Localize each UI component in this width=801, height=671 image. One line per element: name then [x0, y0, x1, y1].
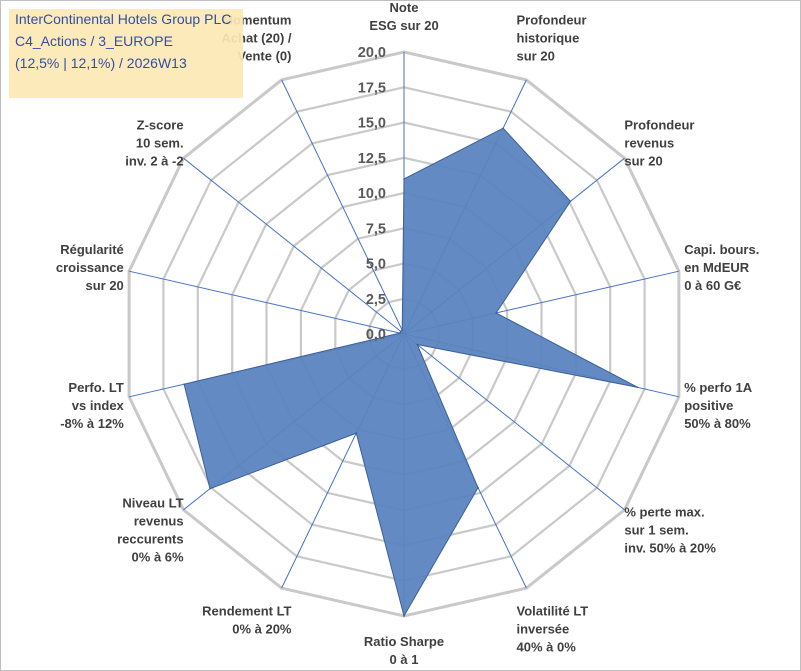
- series-point: [399, 332, 401, 334]
- series-point: [477, 486, 479, 489]
- series-point: [502, 127, 504, 129]
- tick-label: 15,0: [358, 116, 386, 132]
- axis-label: Niveau LT revenus reccurents 0% à 6%: [117, 495, 184, 564]
- axis-label: Régularité croissance sur 20: [56, 242, 124, 293]
- series-area: [183, 127, 638, 618]
- axis-label: Profondeur historique sur 20: [517, 13, 587, 64]
- series-point: [399, 330, 402, 333]
- series-point: [183, 383, 185, 386]
- series-point: [403, 615, 405, 617]
- axis-label: Volatilité LT inversée 40% à 0%: [517, 603, 589, 654]
- series-point: [209, 487, 211, 490]
- series-point: [636, 386, 639, 389]
- axis-label: % perfo 1A positive 50% à 80%: [684, 380, 753, 431]
- chart-title-box: InterContinental Hotels Group PLC C4_Act…: [9, 9, 243, 98]
- axis-spoke: [128, 270, 405, 335]
- axis-label: Ratio Sharpe 0 à 1: [364, 634, 444, 667]
- series-point: [495, 312, 497, 314]
- axis-label: Profondeur revenus sur 20: [624, 118, 694, 169]
- axis-label: Capi. bours. en MdEUR 0 à 60 G€: [684, 242, 759, 293]
- tick-label: 0,0: [366, 327, 386, 343]
- radar-tick-labels: 0,0 2,5 5,0 7,5 10,0 12,5 15,0 17,5 20,0: [358, 45, 386, 343]
- series-point: [355, 432, 358, 434]
- radar-axis-labels: Note ESG sur 20 Profondeur historique sur 20…: [56, 0, 759, 667]
- tick-label: 2,5: [366, 292, 386, 308]
- series-point: [401, 329, 404, 332]
- series-point: [569, 200, 572, 203]
- tick-label: 17,5: [358, 80, 386, 96]
- series-point: [403, 178, 405, 180]
- axis-label: Note ESG sur 20: [369, 0, 438, 33]
- axis-label: Perfo. LT vs index -8% à 12%: [60, 380, 124, 431]
- series-point: [416, 343, 419, 346]
- tick-label: 20,0: [358, 45, 386, 61]
- axis-spoke: [403, 333, 625, 511]
- title-category: C4_Actions / 3_EUROPE: [15, 33, 173, 49]
- axis-spoke: [281, 79, 405, 335]
- title-metrics: (12,5% | 12,1%) / 2026W13: [15, 55, 187, 71]
- axis-label: % perte max. sur 1 sem. inv. 50% à 20%: [624, 504, 716, 555]
- tick-label: 5,0: [366, 257, 386, 273]
- axis-label: Z-score 10 sem. inv. 2 à -2: [125, 118, 183, 169]
- tick-label: 10,0: [358, 186, 386, 202]
- axis-label: Rendement LT 0% à 20%: [202, 603, 292, 636]
- title-company: InterContinental Hotels Group PLC: [15, 11, 232, 27]
- radar-series: [183, 127, 639, 618]
- axis-spoke: [183, 157, 405, 335]
- tick-label: 7,5: [366, 221, 386, 237]
- tick-label: 12,5: [358, 151, 386, 167]
